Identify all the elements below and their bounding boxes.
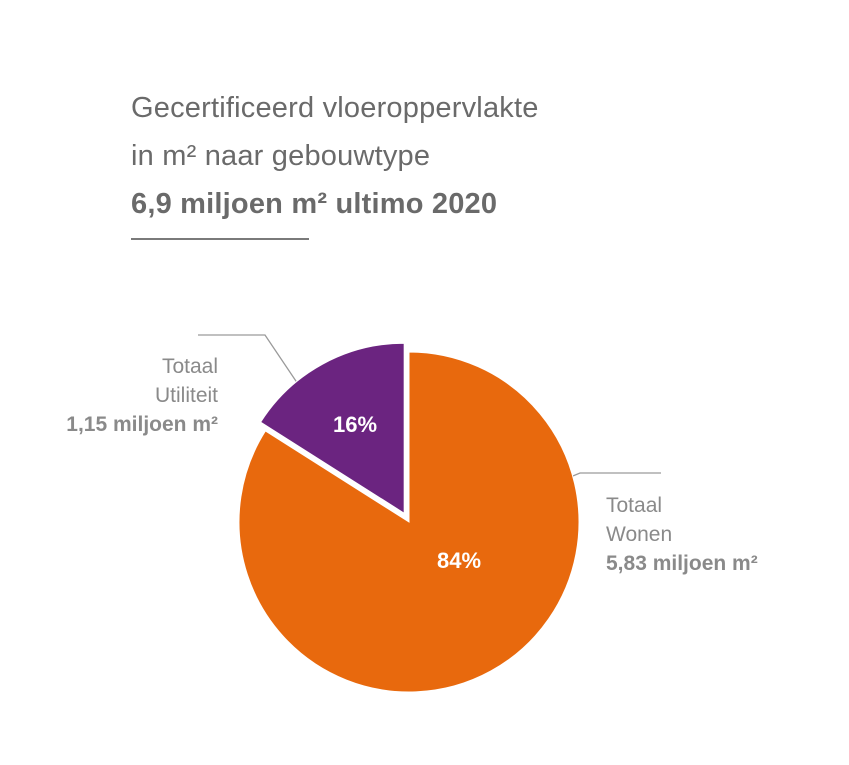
chart-subtitle: 6,9 miljoen m² ultimo 2020	[131, 188, 498, 220]
slice-label-wonen: Totaal Wonen 5,83 miljoen m²	[606, 491, 758, 578]
leader-line-utiliteit	[198, 334, 307, 397]
slice-label-wonen-line-1: Totaal	[606, 494, 663, 517]
slice-percent-wonen: 84%	[437, 548, 481, 573]
chart-title-line-2: in m² naar gebouwtype	[131, 140, 431, 172]
slice-percent-utiliteit: 16%	[333, 412, 377, 437]
slice-label-utiliteit-line-1: Totaal	[161, 355, 218, 378]
chart-title: Gecertificeerd vloeroppervlakte in m² na…	[131, 84, 539, 228]
title-divider	[131, 238, 309, 240]
chart-title-line-1: Gecertificeerd vloeroppervlakte	[131, 92, 539, 124]
pie-slice-wonen	[238, 351, 580, 693]
slice-label-utiliteit: Totaal Utiliteit 1,15 miljoen m²	[66, 352, 218, 439]
slice-label-wonen-line-2: Wonen	[606, 523, 673, 546]
slice-value-utiliteit: 1,15 miljoen m²	[66, 413, 218, 436]
slice-label-utiliteit-line-2: Utiliteit	[154, 384, 218, 407]
pie-slice-utiliteit	[259, 342, 405, 515]
slice-value-wonen: 5,83 miljoen m²	[606, 552, 758, 575]
